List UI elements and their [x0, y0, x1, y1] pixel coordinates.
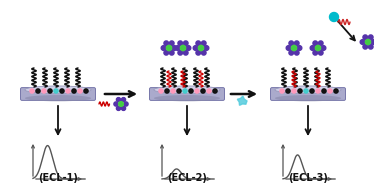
Circle shape	[313, 50, 318, 55]
FancyBboxPatch shape	[270, 88, 346, 100]
Circle shape	[84, 89, 88, 93]
Circle shape	[321, 46, 326, 50]
Circle shape	[164, 50, 169, 55]
Ellipse shape	[25, 86, 91, 94]
Circle shape	[78, 89, 82, 93]
Text: (ECL-2): (ECL-2)	[167, 173, 207, 183]
Circle shape	[202, 41, 206, 46]
Circle shape	[363, 35, 368, 40]
Circle shape	[189, 89, 193, 93]
Circle shape	[202, 50, 206, 55]
Text: (ECL-3): (ECL-3)	[288, 173, 328, 183]
Circle shape	[180, 45, 186, 51]
Circle shape	[196, 50, 200, 55]
Circle shape	[119, 102, 123, 106]
Circle shape	[122, 106, 126, 110]
Circle shape	[213, 89, 217, 93]
Circle shape	[286, 46, 291, 50]
Circle shape	[165, 89, 169, 93]
Circle shape	[304, 89, 308, 93]
Circle shape	[316, 89, 320, 93]
Circle shape	[298, 89, 302, 93]
Circle shape	[310, 46, 315, 50]
Circle shape	[334, 89, 338, 93]
Circle shape	[294, 50, 299, 55]
Circle shape	[72, 89, 76, 93]
Circle shape	[166, 45, 172, 51]
Ellipse shape	[154, 86, 220, 94]
Circle shape	[204, 46, 209, 50]
Circle shape	[371, 40, 374, 44]
Circle shape	[30, 89, 34, 93]
Circle shape	[183, 89, 187, 93]
Circle shape	[178, 41, 183, 46]
Circle shape	[207, 89, 211, 93]
Circle shape	[177, 89, 181, 93]
Circle shape	[360, 40, 365, 44]
Circle shape	[201, 89, 205, 93]
Circle shape	[122, 98, 126, 102]
Circle shape	[329, 12, 338, 22]
Text: (ECL-1): (ECL-1)	[38, 173, 78, 183]
Circle shape	[178, 50, 183, 55]
Circle shape	[289, 41, 294, 46]
Circle shape	[318, 41, 323, 46]
Circle shape	[322, 89, 326, 93]
Circle shape	[365, 39, 371, 45]
FancyBboxPatch shape	[150, 88, 224, 100]
Circle shape	[172, 46, 177, 50]
Circle shape	[183, 50, 188, 55]
Circle shape	[169, 50, 174, 55]
FancyBboxPatch shape	[21, 88, 95, 100]
Circle shape	[48, 89, 52, 93]
Circle shape	[291, 45, 297, 51]
Circle shape	[294, 41, 299, 46]
Circle shape	[171, 89, 175, 93]
Circle shape	[292, 89, 296, 93]
Ellipse shape	[275, 95, 341, 101]
Circle shape	[175, 46, 180, 50]
Circle shape	[116, 98, 120, 102]
Circle shape	[116, 106, 120, 110]
Ellipse shape	[275, 86, 341, 94]
Circle shape	[60, 89, 64, 93]
Circle shape	[198, 45, 203, 51]
Circle shape	[169, 41, 174, 46]
Circle shape	[297, 46, 302, 50]
Circle shape	[289, 50, 294, 55]
Circle shape	[318, 50, 323, 55]
Circle shape	[313, 41, 318, 46]
Circle shape	[315, 45, 321, 51]
Circle shape	[368, 44, 373, 49]
Circle shape	[161, 46, 166, 50]
Circle shape	[54, 89, 58, 93]
Circle shape	[195, 89, 199, 93]
Circle shape	[280, 89, 284, 93]
Circle shape	[368, 35, 373, 40]
Ellipse shape	[154, 95, 220, 101]
Circle shape	[186, 46, 191, 50]
Circle shape	[310, 89, 314, 93]
Circle shape	[159, 89, 163, 93]
Circle shape	[183, 41, 188, 46]
Ellipse shape	[25, 95, 91, 101]
Circle shape	[42, 89, 46, 93]
Circle shape	[193, 46, 198, 50]
Circle shape	[363, 44, 368, 49]
Circle shape	[286, 89, 290, 93]
Circle shape	[164, 41, 169, 46]
Polygon shape	[237, 96, 247, 105]
Circle shape	[66, 89, 70, 93]
Circle shape	[328, 89, 332, 93]
Circle shape	[124, 102, 128, 106]
Circle shape	[114, 102, 118, 106]
Circle shape	[36, 89, 40, 93]
Circle shape	[196, 41, 200, 46]
